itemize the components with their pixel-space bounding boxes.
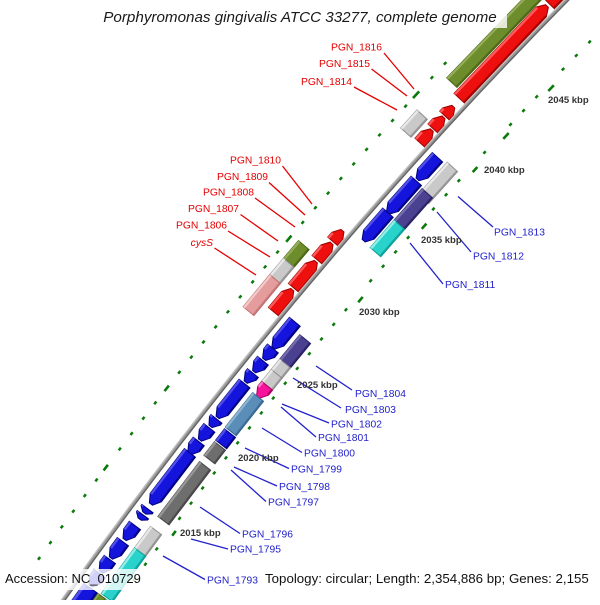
svg-text:2025 kbp: 2025 kbp bbox=[297, 380, 338, 391]
svg-text:PGN_1797: PGN_1797 bbox=[268, 498, 319, 509]
svg-text:PGN_1804: PGN_1804 bbox=[355, 389, 406, 400]
svg-text:PGN_1814: PGN_1814 bbox=[301, 77, 352, 88]
svg-text:Topology: circular; Length: 2,: Topology: circular; Length: 2,354,886 bp… bbox=[265, 571, 589, 586]
svg-text:2030 kbp: 2030 kbp bbox=[359, 307, 400, 318]
svg-text:PGN_1811: PGN_1811 bbox=[445, 280, 495, 291]
svg-text:PGN_1800: PGN_1800 bbox=[304, 449, 355, 460]
svg-text:2015 kbp: 2015 kbp bbox=[180, 528, 221, 539]
svg-text:PGN_1803: PGN_1803 bbox=[345, 405, 396, 416]
svg-text:PGN_1810: PGN_1810 bbox=[230, 156, 281, 167]
svg-text:PGN_1815: PGN_1815 bbox=[319, 59, 370, 70]
svg-text:PGN_1808: PGN_1808 bbox=[203, 188, 254, 199]
svg-text:cysS: cysS bbox=[191, 238, 213, 249]
svg-text:PGN_1802: PGN_1802 bbox=[331, 420, 382, 431]
svg-text:PGN_1812: PGN_1812 bbox=[473, 252, 524, 263]
svg-text:2035 kbp: 2035 kbp bbox=[421, 235, 462, 246]
svg-text:PGN_1798: PGN_1798 bbox=[279, 482, 330, 493]
svg-text:PGN_1806: PGN_1806 bbox=[176, 221, 227, 232]
svg-text:PGN_1816: PGN_1816 bbox=[331, 43, 382, 54]
svg-text:Accession: NC_010729: Accession: NC_010729 bbox=[5, 571, 141, 586]
svg-text:2045 kbp: 2045 kbp bbox=[548, 95, 589, 106]
svg-text:PGN_1799: PGN_1799 bbox=[291, 465, 342, 476]
svg-text:PGN_1813: PGN_1813 bbox=[494, 228, 545, 239]
svg-text:PGN_1793: PGN_1793 bbox=[207, 576, 258, 587]
svg-text:Porphyromonas gingivalis ATCC: Porphyromonas gingivalis ATCC 33277, com… bbox=[103, 9, 496, 26]
svg-text:PGN_1796: PGN_1796 bbox=[242, 530, 293, 541]
svg-text:2040 kbp: 2040 kbp bbox=[484, 165, 525, 176]
svg-text:PGN_1801: PGN_1801 bbox=[318, 433, 369, 444]
svg-text:PGN_1795: PGN_1795 bbox=[230, 545, 281, 556]
svg-text:PGN_1809: PGN_1809 bbox=[217, 172, 268, 183]
svg-text:PGN_1807: PGN_1807 bbox=[188, 204, 239, 215]
svg-text:2020 kbp: 2020 kbp bbox=[238, 453, 279, 464]
